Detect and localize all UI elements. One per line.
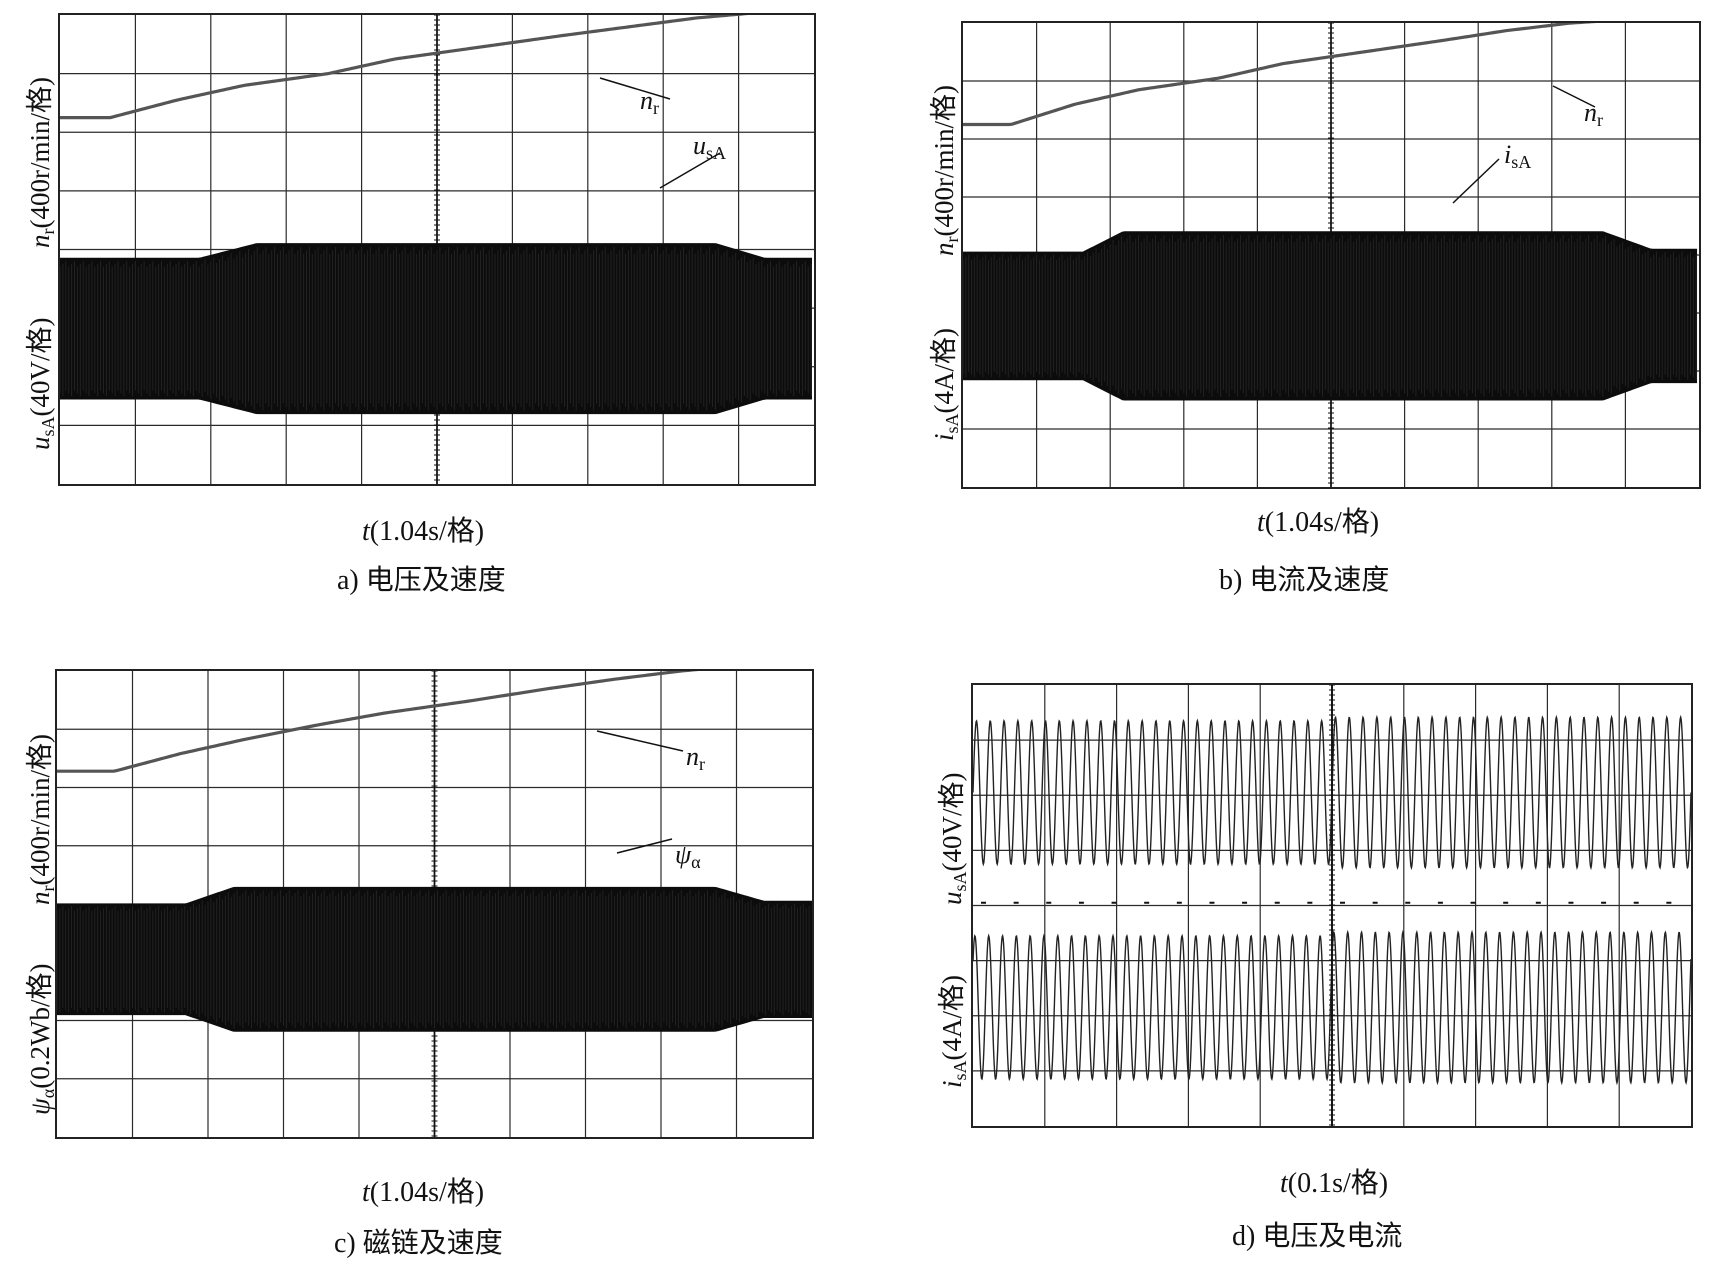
series-a-envelope [60, 243, 812, 415]
series-label-b-isa: isA [1504, 140, 1532, 172]
series-a-nr-line [60, 15, 749, 120]
leader-c-wave [616, 838, 673, 854]
leader-a-wave [659, 152, 721, 189]
caption-d: d) 电压及电流 [1232, 1221, 1403, 1252]
y-axis-label-d-top: usA(40V/格) [937, 772, 970, 906]
y-axis-label-c-top: nr(400r/min/格) [25, 734, 58, 905]
caption-b: b) 电流及速度 [1219, 565, 1390, 596]
y-axis-label-b-top: nr(400r/min/格) [929, 85, 962, 256]
plot-svg-c [57, 671, 812, 1137]
x-axis-label-d: t(0.1s/格) [1280, 1168, 1389, 1199]
y-axis-label-a-bottom: usA(40V/格) [25, 317, 58, 451]
series-c-nr-line [57, 671, 699, 773]
leader-b-wave [1452, 158, 1500, 204]
y-axis-label-c-bottom: ψα(0.2Wb/格) [25, 963, 58, 1115]
y-axis-label-b-bottom: isA(4A/格) [929, 327, 962, 441]
plot-area-b [961, 21, 1701, 489]
series-b-nr-line [963, 23, 1597, 127]
x-axis-label-c: t(1.04s/格) [362, 1177, 485, 1208]
x-axis-label-a: t(1.04s/格) [362, 516, 485, 547]
leader-a-nr [599, 77, 671, 100]
caption-a: a) 电压及速度 [337, 565, 506, 596]
plot-svg-d [973, 685, 1691, 1126]
series-b-envelope [963, 231, 1698, 401]
y-axis-label-a-top: nr(400r/min/格) [25, 77, 58, 248]
series-label-c-nr: nr [686, 742, 705, 774]
plot-area-c [55, 669, 814, 1139]
leader-c-nr [596, 730, 684, 752]
plot-svg-a [60, 15, 814, 484]
x-axis-label-b: t(1.04s/格) [1257, 507, 1380, 538]
plot-svg-b [963, 23, 1699, 487]
series-label-a-usa: usA [693, 131, 727, 163]
caption-c: c) 磁链及速度 [334, 1228, 503, 1259]
y-axis-label-d-bottom: isA(4A/格) [937, 974, 970, 1088]
series-label-c-psi: ψα [675, 840, 701, 872]
plot-area-d [971, 683, 1693, 1128]
plot-area-a [58, 13, 816, 486]
leader-b-nr [1552, 85, 1596, 108]
series-label-a-nr: nr [640, 86, 659, 118]
series-label-b-nr: nr [1584, 98, 1603, 130]
